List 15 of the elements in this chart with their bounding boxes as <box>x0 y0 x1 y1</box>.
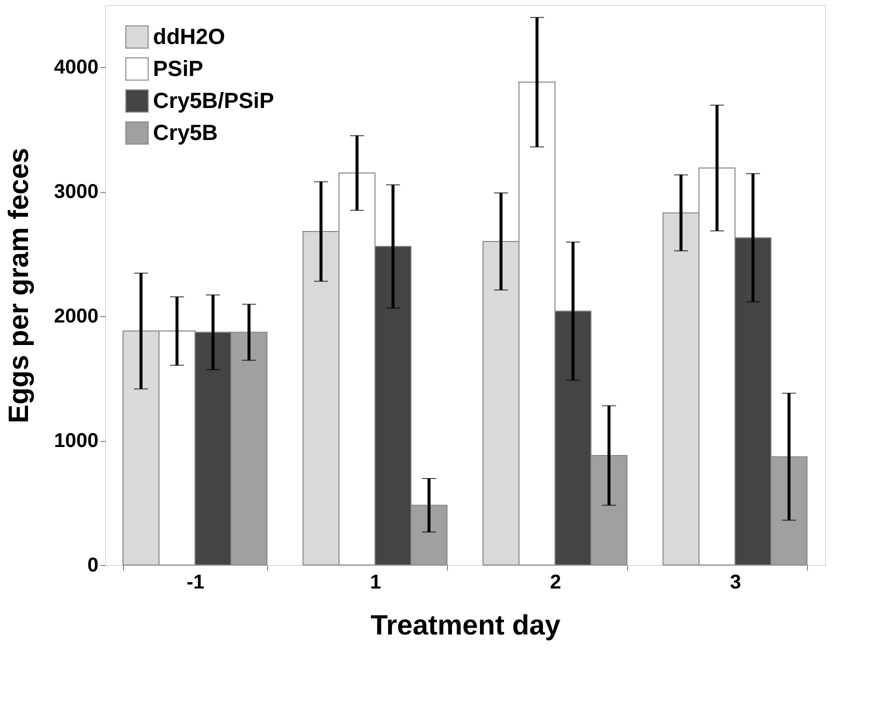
x-tick-label: 3 <box>730 572 742 594</box>
y-tick-label: 2000 <box>54 306 98 328</box>
legend-label: PSiP <box>153 56 204 81</box>
y-tick-label: 3000 <box>54 181 98 204</box>
legend-label: Cry5B <box>153 120 218 145</box>
y-tick-label: 4000 <box>54 56 98 79</box>
x-tick-label: 1 <box>370 572 382 594</box>
y-axis-title: Eggs per gram feces <box>3 148 34 424</box>
y-tick-label: 0 <box>87 554 98 576</box>
legend-label: ddH2O <box>153 24 226 49</box>
x-tick-label: -1 <box>186 572 204 594</box>
legend-label: Cry5B/PSiP <box>153 88 274 113</box>
y-tick-label: 1000 <box>54 430 98 452</box>
x-axis-title: Treatment day <box>370 610 561 640</box>
x-tick-label: 2 <box>550 572 562 594</box>
